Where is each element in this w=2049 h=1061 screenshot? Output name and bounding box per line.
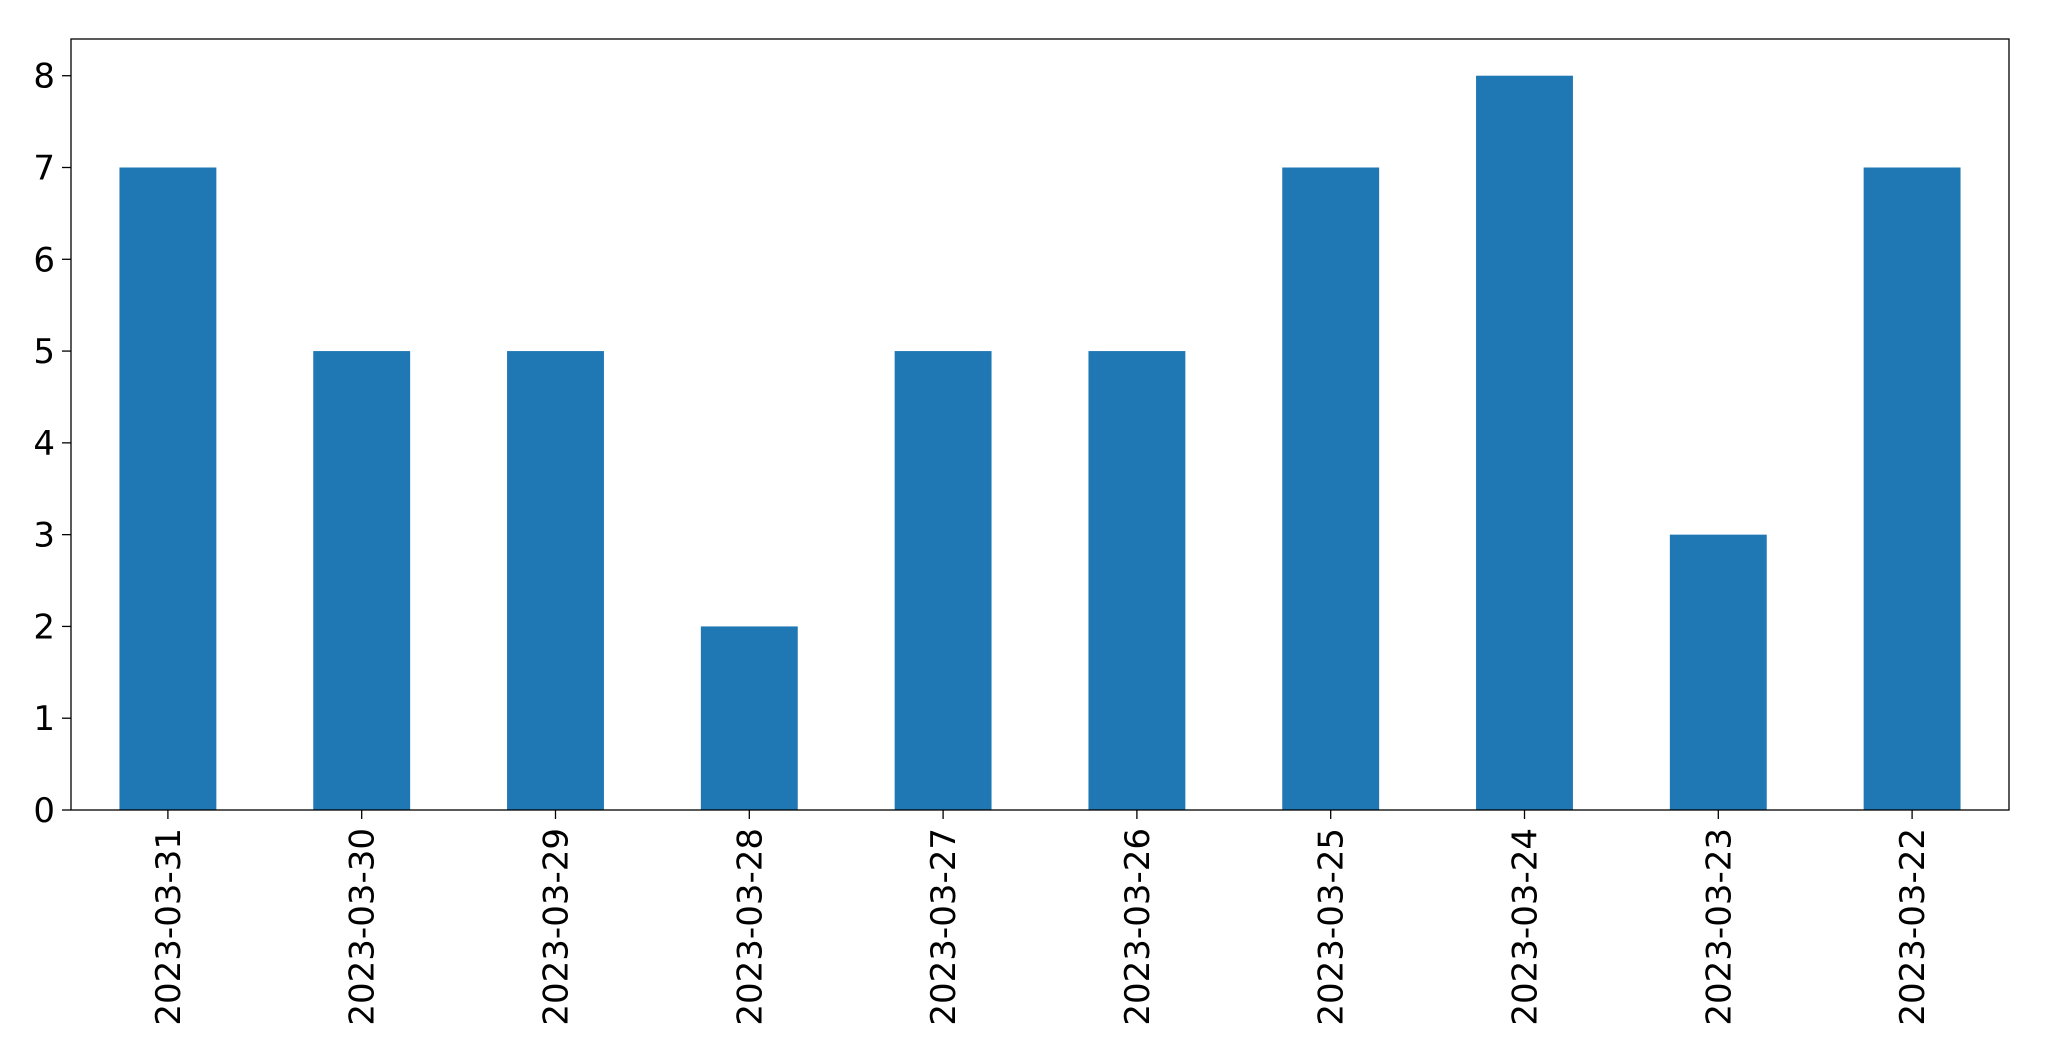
y-tick-label: 5: [33, 332, 55, 372]
bar: [1669, 534, 1767, 810]
bar: [1863, 167, 1961, 810]
plot-frame: [70, 38, 2010, 811]
x-tick-label: 2023-03-24: [1506, 828, 1546, 1026]
x-tick-label: 2023-03-23: [1699, 828, 1739, 1026]
y-tick-label: 4: [33, 424, 55, 464]
x-tick-label: 2023-03-30: [343, 828, 383, 1026]
x-tick-label: 2023-03-29: [537, 828, 577, 1026]
x-tick-label: 2023-03-27: [924, 828, 964, 1026]
bar: [1476, 75, 1573, 810]
y-tick-label: 8: [33, 57, 55, 97]
y-tick-label: 2: [33, 607, 55, 647]
bar: [507, 351, 604, 810]
bar: [700, 626, 798, 810]
x-tick-label: 2023-03-22: [1893, 828, 1933, 1026]
y-tick-label: 0: [33, 791, 55, 831]
bar: [313, 351, 411, 810]
bar: [894, 351, 992, 810]
bar: [119, 167, 217, 810]
y-tick-label: 7: [33, 149, 55, 189]
x-tick-label: 2023-03-26: [1118, 828, 1158, 1026]
y-tick-label: 6: [33, 240, 55, 280]
x-tick-label: 2023-03-31: [149, 828, 189, 1026]
x-tick-label: 2023-03-25: [1312, 828, 1352, 1026]
bar: [1282, 167, 1380, 810]
bar: [1088, 351, 1186, 810]
y-tick-label: 1: [33, 699, 55, 739]
x-tick-label: 2023-03-28: [730, 828, 770, 1026]
y-tick-label: 3: [33, 516, 55, 556]
